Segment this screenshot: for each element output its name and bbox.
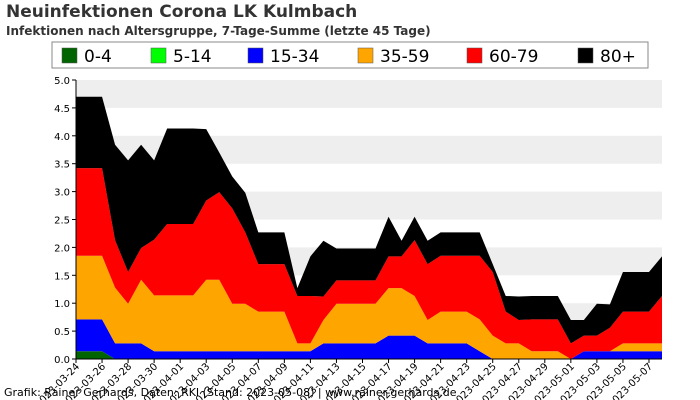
legend-label: 5-14 bbox=[173, 47, 212, 67]
legend-box bbox=[51, 41, 649, 69]
y-tick-label: 4.5 bbox=[54, 104, 70, 115]
legend: 0-4 5-14 15-34 35-59 60-79 80+ bbox=[51, 41, 649, 69]
series-area-80+ bbox=[76, 96, 662, 344]
y-tick-label: 3.0 bbox=[54, 188, 70, 199]
y-tick-label: 5.0 bbox=[54, 76, 70, 87]
legend-label: 0-4 bbox=[84, 47, 112, 67]
y-tick-label: 4.0 bbox=[54, 132, 70, 143]
legend-label: 60-79 bbox=[489, 47, 538, 67]
y-tick-label: 0.5 bbox=[54, 327, 70, 338]
y-tick-label: 1.5 bbox=[54, 271, 70, 282]
y-tick-label: 2.5 bbox=[54, 216, 70, 227]
footer-credit: Grafik: Rainer Gerhards, Daten: RKI (Sta… bbox=[4, 386, 457, 399]
legend-swatch bbox=[150, 47, 167, 64]
grid-band bbox=[76, 80, 662, 108]
series-area-15-34 bbox=[76, 319, 662, 359]
y-tick-label: 3.5 bbox=[54, 160, 70, 171]
legend-label: 80+ bbox=[600, 47, 636, 67]
series-area-60-79 bbox=[76, 168, 662, 359]
legend-label: 35-59 bbox=[380, 47, 429, 67]
area-series bbox=[76, 96, 662, 359]
legend-swatch bbox=[247, 47, 264, 64]
legend-swatch bbox=[357, 47, 374, 64]
y-tick-label: 0.0 bbox=[54, 355, 70, 366]
y-tick-label: 1.0 bbox=[54, 299, 70, 310]
chart-subtitle: Infektionen nach Altersgruppe, 7-Tage-Su… bbox=[6, 24, 431, 38]
legend-label: 15-34 bbox=[270, 47, 319, 67]
chart-title: Neuinfektionen Corona LK Kulmbach bbox=[6, 2, 358, 22]
y-tick-label: 2.0 bbox=[54, 243, 70, 254]
series-area-35-59 bbox=[76, 255, 662, 359]
legend-swatch bbox=[61, 47, 78, 64]
legend-swatch bbox=[577, 47, 594, 64]
legend-swatch bbox=[466, 47, 483, 64]
